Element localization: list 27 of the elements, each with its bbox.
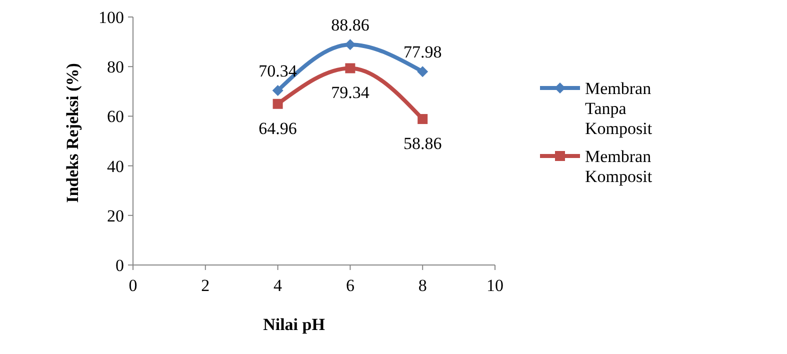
point: [417, 66, 428, 78]
y-tick-label: 80: [107, 58, 124, 77]
point: [418, 114, 428, 124]
x-tick-label: 6: [346, 276, 354, 295]
data-label: 58.86: [403, 134, 442, 154]
data-label: 77.98: [403, 42, 442, 62]
x-tick-label: 10: [486, 276, 504, 295]
data-label: 79.34: [331, 83, 370, 102]
y-tick-label: 60: [107, 107, 124, 126]
legend-label: Membran Tanpa Komposit: [585, 78, 652, 138]
y-tick-label: 20: [107, 206, 124, 226]
x-tick-label: 0: [128, 276, 138, 295]
data-label: 64.96: [258, 118, 297, 138]
y-axis-title: Indeks Rejeksi (%): [63, 63, 82, 203]
x-tick-label: 2: [201, 276, 210, 295]
point: [345, 63, 356, 74]
y-tick-label: 40: [107, 156, 124, 176]
x-tick-label: 4: [274, 276, 283, 295]
point: [272, 85, 284, 96]
data-label: 70.34: [258, 62, 298, 81]
x-axis-title: Nilai pH: [263, 315, 325, 334]
y-tick-label: 100: [98, 8, 124, 27]
data-label: 88.86: [331, 16, 370, 35]
point: [272, 98, 283, 109]
legend-label: Membran Komposit: [585, 146, 652, 186]
y-tick-label: 0: [116, 256, 124, 275]
x-tick-label: 8: [418, 276, 427, 295]
